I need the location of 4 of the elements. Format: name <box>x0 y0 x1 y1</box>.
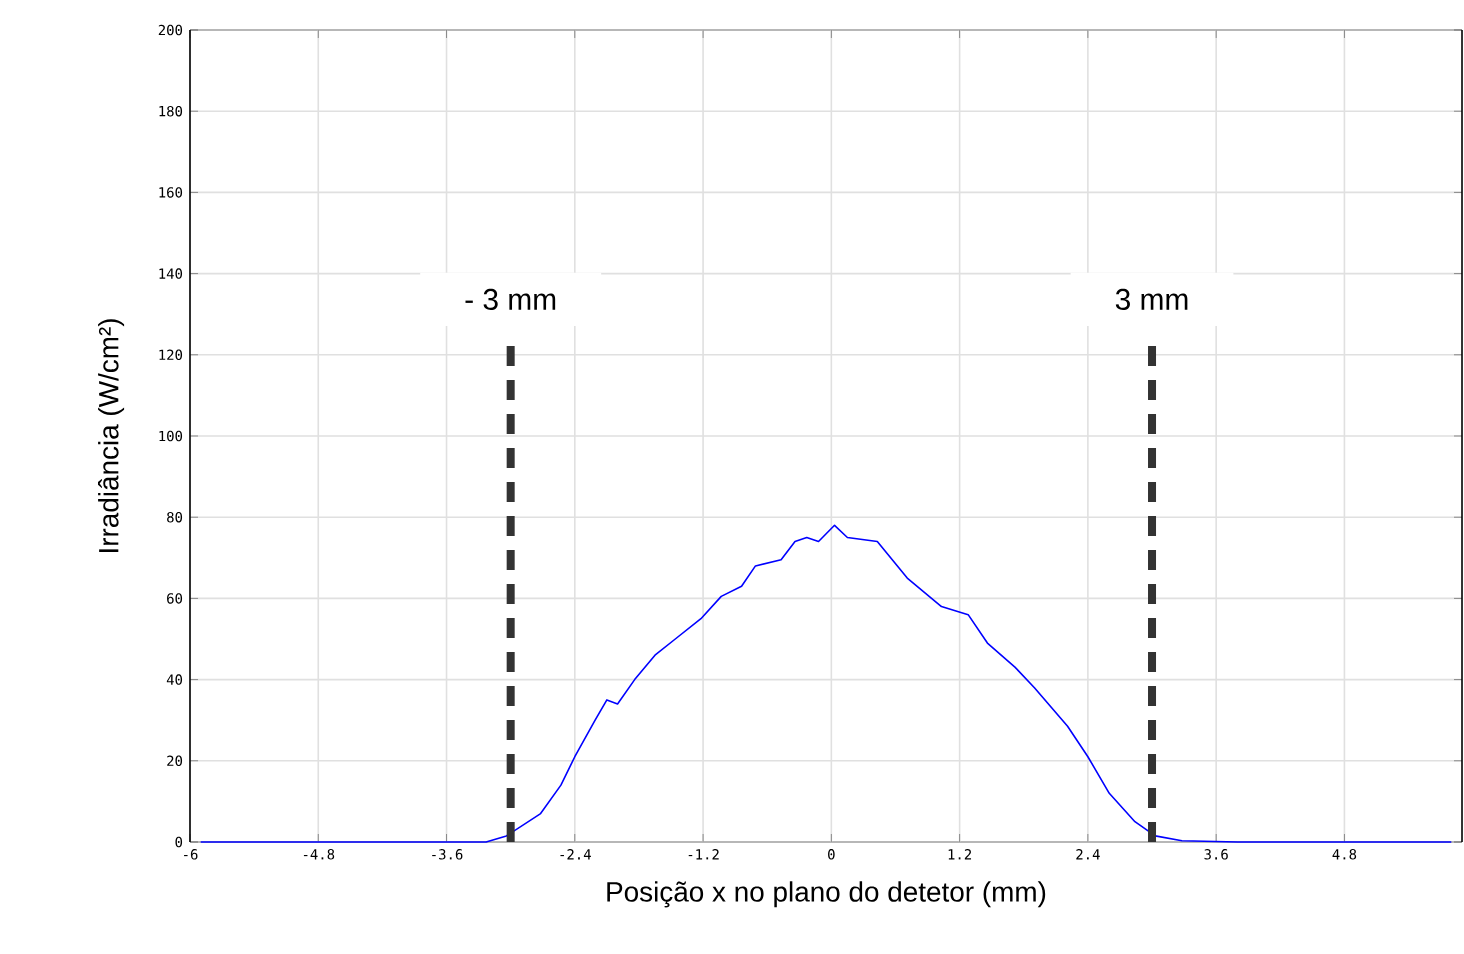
x-axis-title: Posição x no plano do detetor (mm) <box>607 881 1046 908</box>
ref-line-label: - 3 mm <box>465 288 556 310</box>
ref-line-label: 3 mm <box>1115 288 1188 310</box>
y-axis-title: Irradiância (W/cm²) <box>98 319 125 552</box>
